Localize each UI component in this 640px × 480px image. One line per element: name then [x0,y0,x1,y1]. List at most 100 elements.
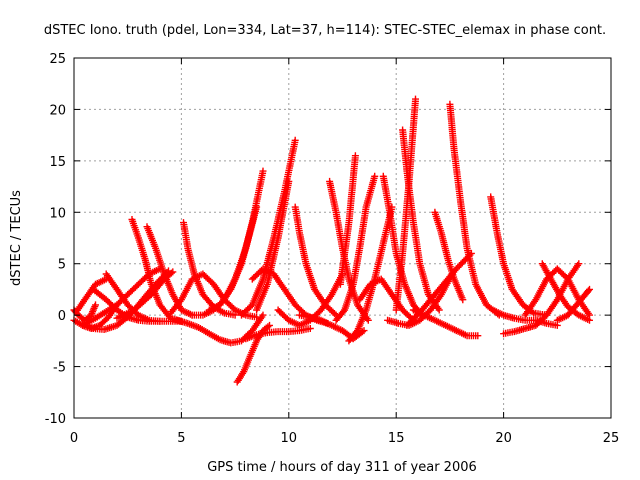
data-point-marker [538,260,554,281]
data-point-marker [435,266,459,293]
data-point-marker [412,95,419,103]
x-tick-label: 0 [70,431,78,446]
data-point-marker [399,126,411,173]
data-point-marker [113,307,136,322]
data-point-marker [227,262,245,293]
data-point-marker [141,255,155,286]
data-point-marker [233,369,247,386]
data-point-marker [253,282,270,314]
data-point-marker [349,246,363,288]
data-point-marker [377,275,395,297]
data-point-marker [379,172,393,214]
data-point-marker [351,152,359,160]
y-tick-label: 25 [49,52,66,67]
data-point-marker [564,302,579,319]
data-point-marker [259,311,267,319]
data-point-marker [416,260,432,296]
data-point-marker [332,208,346,250]
data-point-marker [354,308,369,335]
data-point-marker [92,301,99,309]
data-point-marker [147,277,167,299]
data-point-marker [452,251,474,273]
data-point-marker [459,296,467,304]
data-point-marker [248,277,266,309]
data-point-marker [130,292,154,314]
data-point-marker [575,311,592,323]
y-tick-label: 20 [49,103,66,118]
data-point-marker [364,316,372,324]
series-27 [345,203,396,345]
data-point-marker [573,292,588,309]
x-tick-label: 25 [603,431,620,446]
series-13 [173,311,267,347]
data-point-marker [306,325,314,332]
data-point-marker [553,265,570,282]
data-point-marker [356,282,373,304]
data-point-marker [128,216,142,240]
data-point-marker [371,241,387,283]
data-point-marker [362,174,378,211]
data-point-marker [177,277,195,304]
series-31 [399,126,443,314]
data-point-marker [555,291,571,309]
series-1 [70,301,99,324]
data-point-marker [79,315,98,329]
data-point-marker [371,172,379,180]
series-25 [332,172,379,324]
data-point-marker [392,252,406,314]
data-point-marker [205,330,222,343]
y-tick-label: 5 [58,258,66,273]
data-point-marker [302,260,318,291]
chart-title: dSTEC Iono. truth (pdel, Lon=334, Lat=37… [44,23,606,38]
data-point-marker [238,302,255,319]
data-point-marker [238,221,256,268]
data-point-marker [306,308,323,324]
y-tick-label: -5 [53,361,66,376]
data-point-marker [401,280,417,307]
data-point-marker [450,275,466,302]
data-point-marker [152,244,168,276]
data-point-marker [467,249,475,257]
data-point-marker [418,287,442,314]
data-point-marker [532,313,549,329]
data-point-marker [500,328,516,338]
data-point-marker [431,316,448,329]
data-point-marker [431,208,445,235]
x-tick-label: 5 [177,431,185,446]
data-point-marker [446,100,458,152]
x-tick-label: 15 [388,431,405,446]
data-point-marker [113,285,130,307]
x-tick-label: 20 [495,431,512,446]
data-point-marker [581,287,592,299]
data-point-marker [270,270,287,292]
data-point-marker [259,167,267,175]
data-point-marker [296,317,312,329]
data-point-marker [508,285,526,307]
data-point-marker [248,169,267,227]
data-point-marker [167,297,184,317]
series-41 [538,260,593,324]
data-point-marker [246,339,260,360]
series-37 [487,193,551,319]
data-point-marker [543,297,560,319]
data-point-marker [521,297,539,319]
data-point-marker [184,244,198,276]
data-point-marker [345,328,360,345]
series-17 [242,325,314,343]
data-point-marker [169,268,177,276]
data-point-marker [474,332,482,340]
data-point-marker [427,292,444,314]
series-29 [356,275,417,324]
data-point-marker [199,270,216,287]
y-tick-label: 10 [49,206,66,221]
series-42 [553,285,593,324]
data-point-marker [532,277,550,304]
y-axis-label: dSTEC / TECUs [9,190,24,286]
data-point-marker [500,260,515,291]
data-point-marker [274,306,291,323]
data-point-marker [285,177,293,185]
data-point-marker [564,275,582,302]
data-point-marker [92,276,108,288]
data-point-marker [360,327,368,335]
data-point-marker [493,229,507,266]
